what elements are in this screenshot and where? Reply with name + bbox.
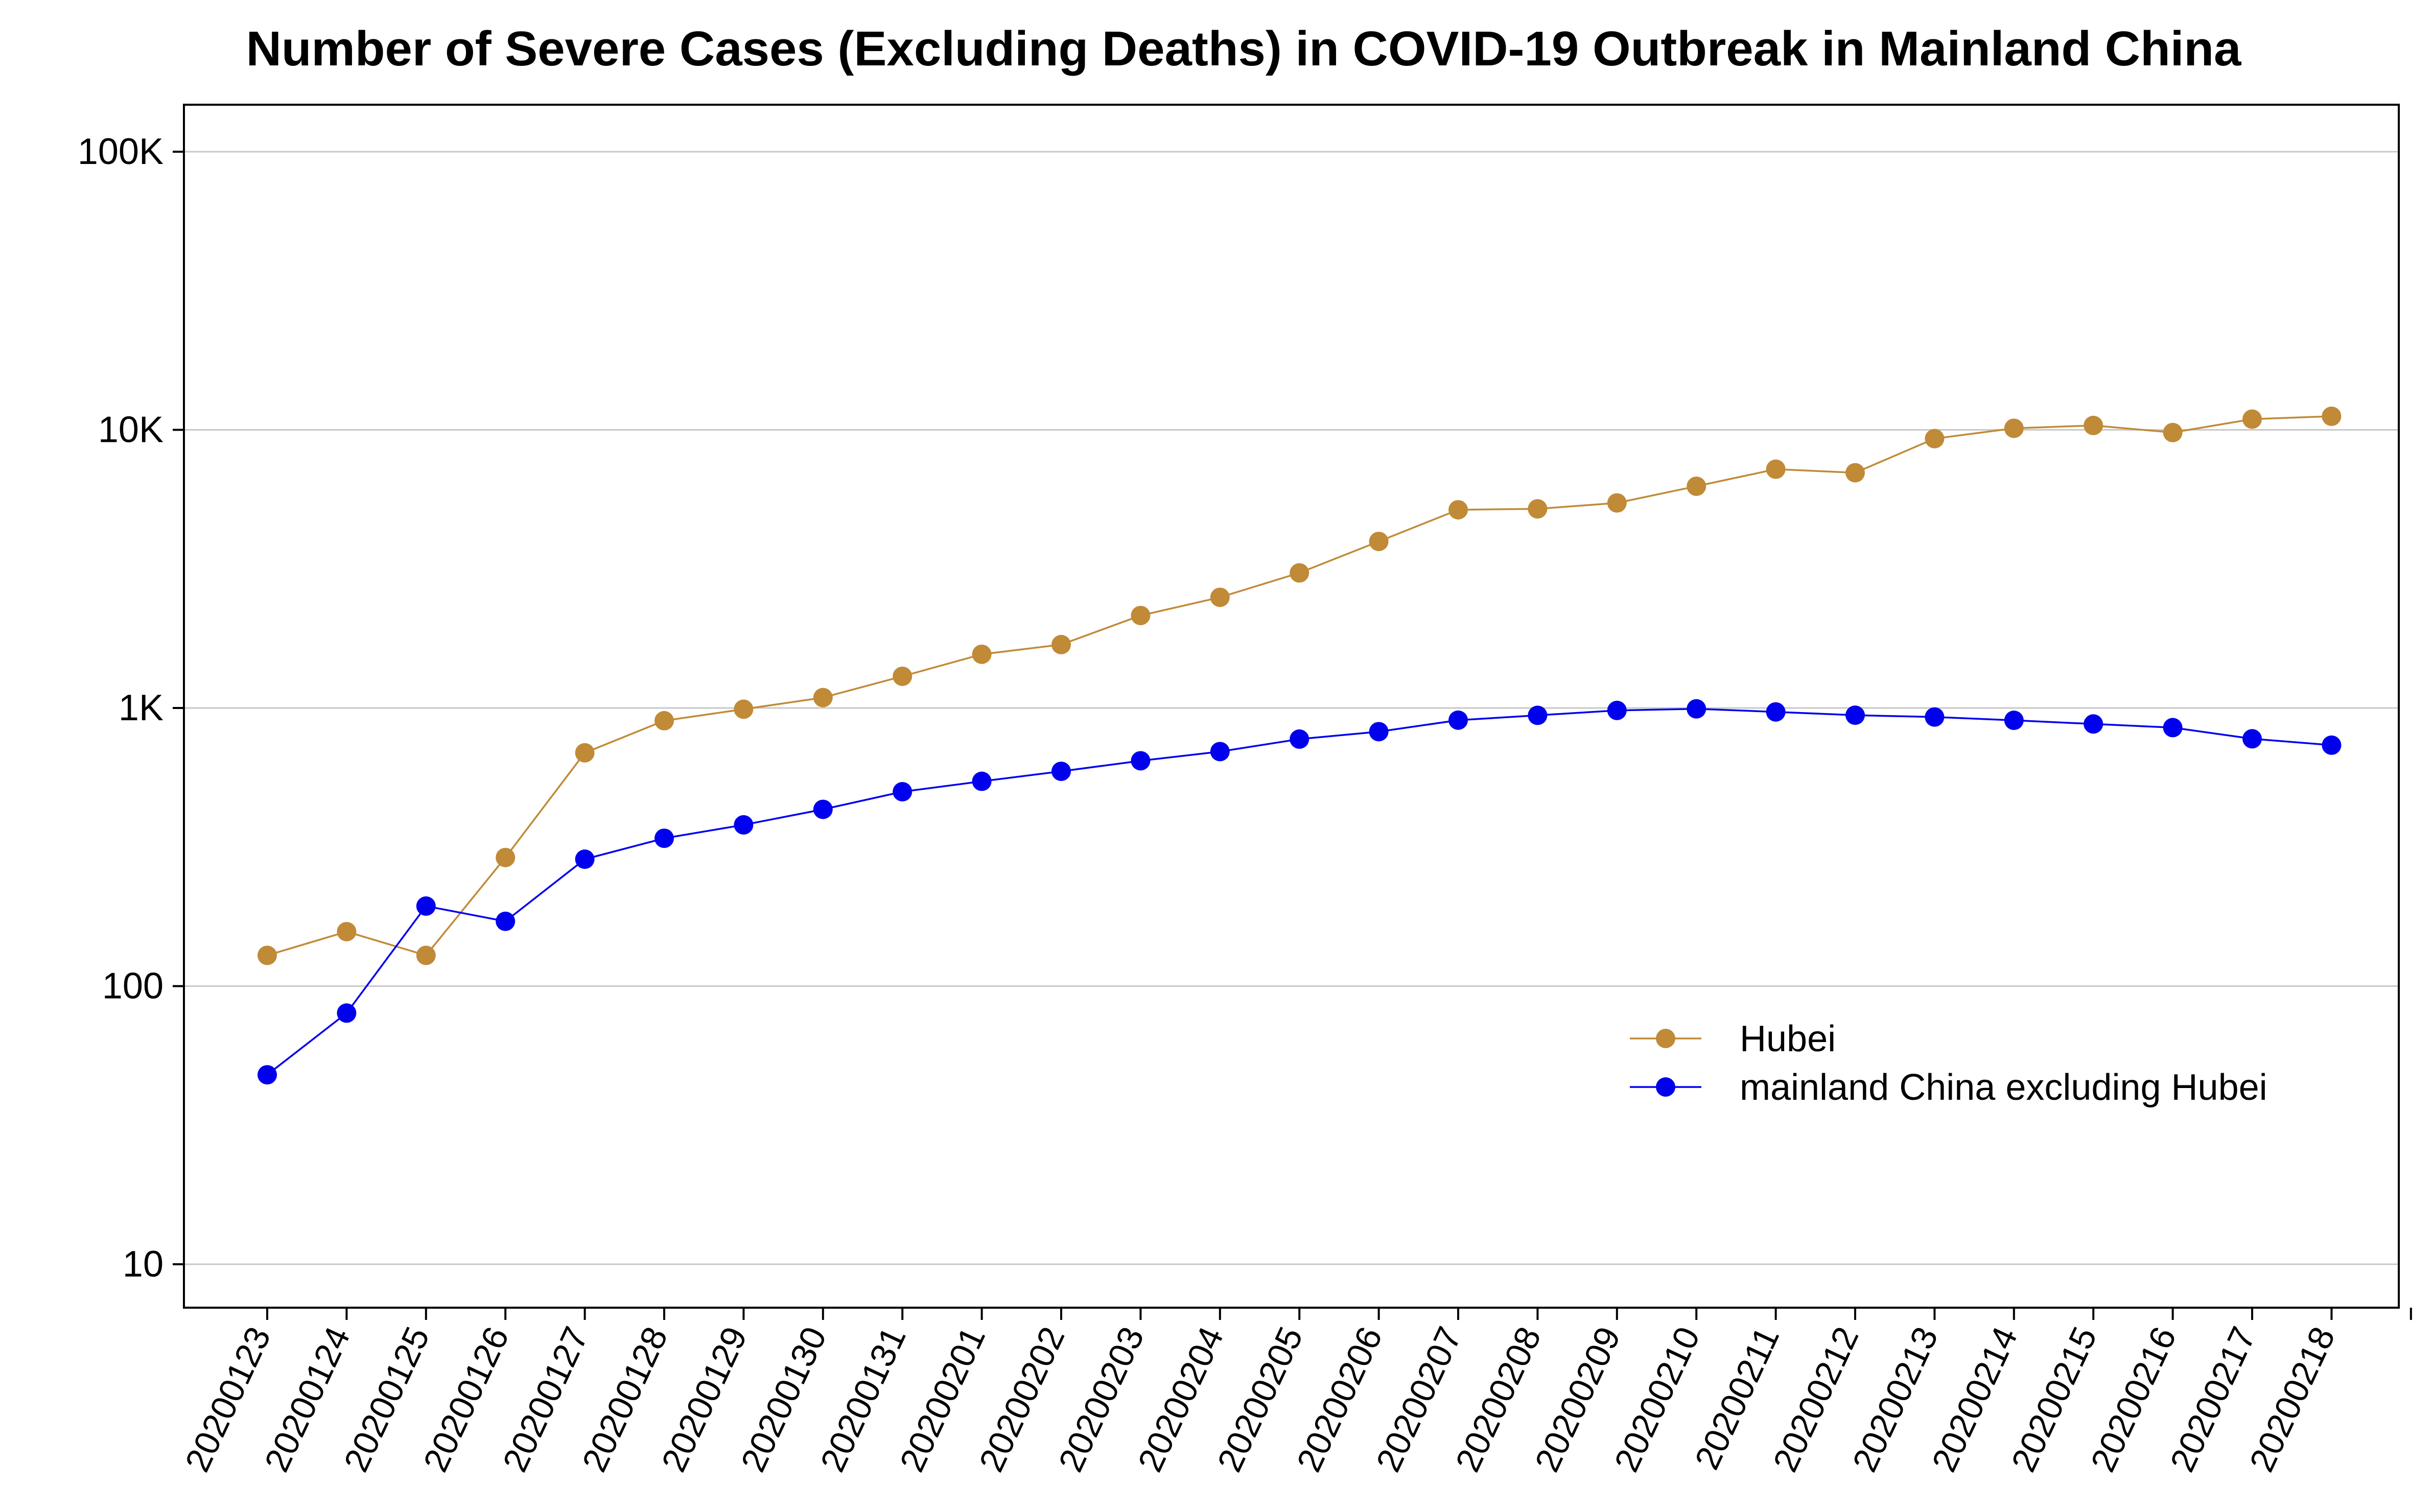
data-point	[1925, 707, 1945, 727]
y-tick-label: 100K	[78, 131, 163, 172]
series-line	[267, 415, 2332, 957]
data-point	[1607, 493, 1627, 513]
data-point	[893, 666, 913, 686]
data-point	[734, 815, 754, 835]
data-point	[258, 1065, 277, 1085]
data-point	[1528, 499, 1548, 519]
data-point	[575, 743, 595, 763]
data-point	[1369, 722, 1389, 742]
data-point	[496, 847, 516, 867]
series-0	[258, 406, 2342, 965]
y-tick-label: 10K	[98, 410, 163, 451]
chart-title: Number of Severe Cases (Excluding Deaths…	[246, 21, 2241, 76]
data-point	[654, 829, 674, 848]
data-point	[1210, 742, 1230, 762]
data-point	[1448, 500, 1468, 519]
data-point	[893, 782, 913, 801]
legend-item: mainland China excluding Hubei	[1630, 1067, 2267, 1108]
data-point	[1845, 463, 1865, 483]
data-point	[2084, 714, 2103, 734]
data-point	[2322, 735, 2342, 755]
data-point	[496, 911, 516, 931]
data-point	[1766, 702, 1786, 722]
data-point	[1845, 705, 1865, 725]
series-1	[258, 699, 2342, 1085]
data-point	[1687, 699, 1706, 719]
legend: Hubei mainland China excluding Hubei	[1630, 1019, 2267, 1108]
data-point	[654, 711, 674, 730]
data-point	[1528, 705, 1548, 725]
data-point	[1766, 459, 1786, 479]
y-axis: 10 100 1K 10K 100K	[78, 131, 184, 1285]
data-point	[972, 771, 992, 791]
data-point	[337, 1003, 357, 1023]
data-point	[416, 896, 436, 916]
data-point	[416, 946, 436, 965]
data-point	[2084, 415, 2103, 435]
data-point	[734, 699, 754, 719]
x-axis: 2020012320200124202001252020012620200127…	[178, 1308, 2412, 1478]
legend-marker	[1656, 1077, 1675, 1097]
data-point	[2163, 422, 2183, 442]
data-point	[2163, 718, 2183, 738]
data-point	[813, 799, 833, 819]
data-point	[813, 688, 833, 707]
series-group	[258, 406, 2342, 1085]
plot-frame	[183, 104, 2400, 1309]
data-point	[1687, 476, 1706, 496]
data-point	[1369, 531, 1389, 551]
data-point	[1131, 751, 1151, 771]
data-point	[2004, 711, 2024, 730]
gridlines	[184, 151, 2399, 1265]
data-point	[1131, 605, 1151, 625]
data-point	[2242, 409, 2262, 429]
y-tick-label: 10	[123, 1244, 163, 1285]
legend-label: Hubei	[1740, 1019, 1836, 1059]
data-point	[575, 849, 595, 869]
data-point	[1051, 761, 1071, 781]
data-point	[337, 922, 357, 941]
legend-marker	[1656, 1029, 1675, 1048]
y-tick-label: 100	[102, 966, 163, 1007]
data-point	[2242, 729, 2262, 749]
data-point	[1925, 429, 1945, 448]
data-point	[1210, 587, 1230, 607]
data-point	[1607, 700, 1627, 720]
data-point	[972, 644, 992, 664]
data-point	[1290, 729, 1309, 749]
data-point	[258, 946, 277, 965]
data-point	[2322, 406, 2342, 426]
data-point	[1448, 710, 1468, 730]
legend-item: Hubei	[1630, 1019, 1836, 1059]
data-point	[1051, 634, 1071, 654]
legend-label: mainland China excluding Hubei	[1740, 1067, 2267, 1108]
data-point	[2004, 418, 2024, 438]
data-point	[1290, 563, 1309, 583]
y-tick-label: 1K	[119, 688, 163, 728]
